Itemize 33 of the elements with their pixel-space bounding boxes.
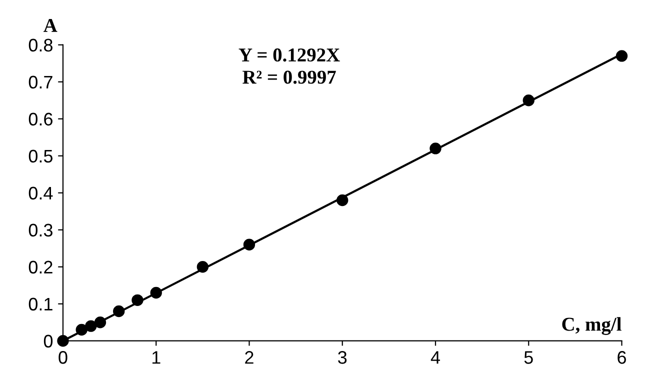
annotation: Y = 0.1292X <box>238 48 340 62</box>
x-axis-title: C, mg/l <box>562 317 622 335</box>
point <box>76 324 88 336</box>
point <box>94 316 106 328</box>
y-tick-label: 0.3 <box>28 224 52 237</box>
point <box>150 286 162 299</box>
point <box>336 194 348 206</box>
x-tick-label: 5 <box>524 351 533 364</box>
x-tick-label: 2 <box>245 351 254 364</box>
point <box>243 238 256 250</box>
x-tick-label: 1 <box>152 351 160 364</box>
point <box>522 94 534 106</box>
y-tick-label: 0.4 <box>28 186 53 200</box>
point <box>430 142 442 154</box>
y-tick-label: 0.8 <box>28 38 52 52</box>
y-tick-label: 0 <box>44 334 53 348</box>
y-tick-label: 0.2 <box>28 260 52 274</box>
y-tick-label: 0.5 <box>28 150 53 163</box>
x-tick-label: 6 <box>618 351 626 364</box>
point <box>85 320 97 332</box>
point <box>57 335 69 347</box>
x-tick-label: 3 <box>338 351 347 364</box>
point <box>196 261 209 273</box>
annotation: R² = 0.9997 <box>242 70 336 84</box>
point <box>113 305 125 318</box>
point <box>616 50 628 62</box>
y-axis-title: A <box>44 18 58 32</box>
x-tick-label: 4 <box>430 351 440 364</box>
x-tick-label: 0 <box>58 351 68 364</box>
point <box>132 294 144 306</box>
y-tick-label: 0.1 <box>28 298 52 311</box>
y-tick-label: 0.7 <box>28 76 52 89</box>
y-tick-label: 0.6 <box>28 112 52 126</box>
